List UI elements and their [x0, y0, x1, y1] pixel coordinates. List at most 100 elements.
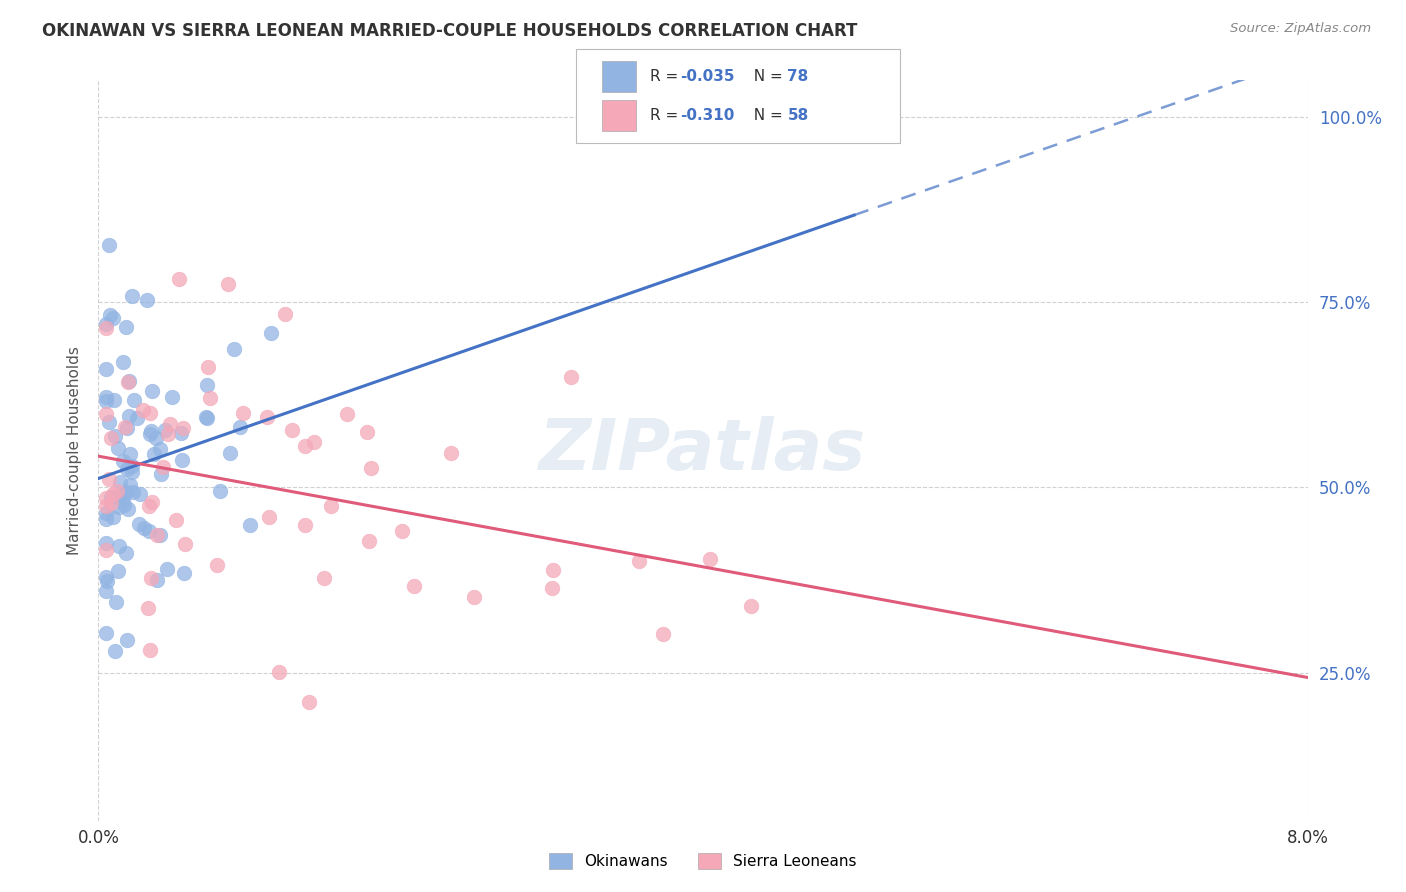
Point: [256, 410, 278, 425]
Point: [143, 447, 166, 461]
Point: [114, 546, 136, 560]
Point: [205, 558, 228, 573]
Point: [740, 599, 762, 614]
Text: N =: N =: [744, 108, 787, 123]
Point: [103, 392, 125, 407]
Point: [98, 309, 121, 323]
Point: [543, 562, 565, 576]
Point: [94, 536, 117, 550]
Point: [157, 427, 180, 442]
Point: [219, 446, 242, 460]
Point: [100, 496, 122, 510]
Point: [101, 486, 124, 500]
Point: [314, 571, 336, 585]
Text: ZIPatlas: ZIPatlas: [540, 416, 866, 485]
Point: [194, 409, 217, 424]
Point: [94, 583, 117, 598]
Point: [281, 424, 304, 438]
Point: [117, 502, 139, 516]
Point: [139, 424, 162, 438]
Point: [138, 524, 160, 538]
Point: [257, 510, 280, 524]
Point: [319, 499, 342, 513]
Text: 78: 78: [787, 69, 808, 84]
Point: [118, 374, 141, 388]
Point: [114, 319, 136, 334]
Point: [94, 390, 117, 404]
Point: [402, 579, 425, 593]
Point: [94, 362, 117, 376]
Point: [132, 521, 155, 535]
Point: [141, 384, 163, 398]
Point: [197, 378, 219, 392]
Point: [117, 633, 139, 648]
Point: [336, 407, 359, 421]
Point: [302, 434, 325, 449]
Point: [149, 442, 172, 457]
Point: [108, 540, 131, 554]
Point: [94, 393, 117, 408]
Point: [356, 425, 378, 440]
Point: [108, 489, 131, 503]
Point: [118, 477, 141, 491]
Point: [391, 524, 413, 539]
Y-axis label: Married-couple Households: Married-couple Households: [67, 346, 83, 555]
Point: [94, 317, 117, 331]
Point: [115, 462, 138, 476]
Point: [297, 695, 319, 709]
Point: [149, 528, 172, 542]
Point: [98, 416, 121, 430]
Point: [170, 453, 193, 467]
Point: [359, 533, 381, 548]
Point: [699, 552, 721, 566]
Point: [118, 447, 141, 461]
Point: [228, 420, 250, 434]
Point: [141, 494, 163, 508]
Point: [105, 483, 128, 498]
Text: OKINAWAN VS SIERRA LEONEAN MARRIED-COUPLE HOUSEHOLDS CORRELATION CHART: OKINAWAN VS SIERRA LEONEAN MARRIED-COUPL…: [42, 22, 858, 40]
Point: [267, 665, 290, 679]
Point: [114, 485, 136, 500]
Point: [145, 573, 167, 587]
Point: [129, 487, 152, 501]
Point: [167, 271, 190, 285]
Point: [121, 465, 143, 479]
Point: [100, 431, 122, 445]
Point: [145, 431, 167, 445]
Point: [141, 571, 163, 585]
Point: [117, 375, 139, 389]
Point: [170, 425, 193, 440]
Text: -0.035: -0.035: [681, 69, 735, 84]
Point: [94, 500, 117, 514]
Point: [153, 423, 176, 437]
Point: [294, 439, 316, 453]
Point: [174, 537, 197, 551]
Point: [125, 411, 148, 425]
Point: [146, 527, 169, 541]
Text: Source: ZipAtlas.com: Source: ZipAtlas.com: [1230, 22, 1371, 36]
Point: [107, 441, 129, 455]
Legend: Okinawans, Sierra Leoneans: Okinawans, Sierra Leoneans: [543, 847, 863, 875]
Point: [239, 518, 262, 533]
Point: [156, 561, 179, 575]
Point: [117, 409, 139, 424]
Point: [165, 513, 187, 527]
Point: [124, 393, 146, 408]
Point: [108, 500, 131, 515]
Point: [208, 483, 231, 498]
Point: [94, 512, 117, 526]
Text: N =: N =: [744, 69, 787, 84]
Point: [139, 406, 162, 420]
Point: [195, 411, 218, 425]
Point: [260, 326, 283, 340]
Point: [94, 570, 117, 584]
Point: [121, 458, 143, 473]
Point: [540, 581, 562, 595]
Point: [136, 601, 159, 615]
Point: [138, 499, 160, 513]
Point: [232, 406, 254, 420]
Point: [463, 590, 485, 604]
Point: [98, 472, 121, 486]
Point: [224, 342, 246, 356]
Point: [104, 643, 127, 657]
